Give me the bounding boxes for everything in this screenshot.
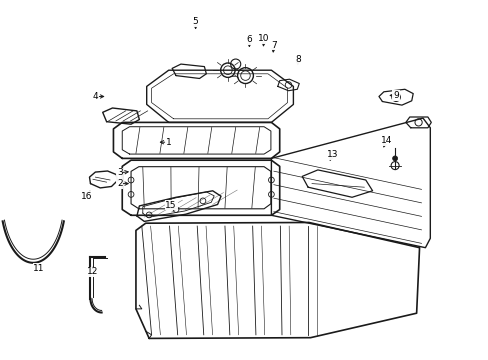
Text: 1: 1 (165, 138, 171, 147)
Text: 16: 16 (81, 192, 93, 201)
Text: 10: 10 (258, 34, 269, 43)
Text: 14: 14 (380, 136, 391, 145)
Circle shape (392, 156, 397, 161)
Text: 9: 9 (392, 91, 398, 100)
Text: 3: 3 (117, 168, 122, 177)
Text: 5: 5 (192, 17, 198, 26)
Text: 12: 12 (87, 267, 99, 276)
Text: 2: 2 (117, 179, 122, 188)
Text: 6: 6 (246, 35, 252, 44)
Text: 11: 11 (33, 264, 45, 273)
Text: 4: 4 (92, 92, 98, 101)
Text: 8: 8 (295, 55, 301, 64)
Text: 13: 13 (326, 150, 338, 159)
Text: 15: 15 (165, 201, 177, 210)
Text: 7: 7 (270, 40, 276, 49)
